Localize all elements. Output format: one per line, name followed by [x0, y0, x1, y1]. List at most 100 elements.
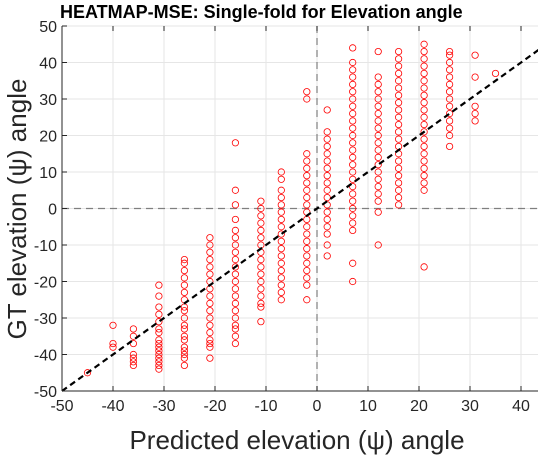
- data-point: [231, 339, 239, 348]
- data-point: [155, 343, 163, 351]
- data-point: [374, 208, 382, 216]
- identity-line: [61, 48, 538, 392]
- data-point: [491, 69, 500, 78]
- data-point: [394, 113, 403, 121]
- data-point: [374, 161, 382, 169]
- data-point: [155, 347, 163, 355]
- data-point: [180, 354, 188, 362]
- data-point: [394, 135, 403, 143]
- data-point: [323, 215, 331, 224]
- data-point: [231, 226, 239, 234]
- data-point: [129, 361, 137, 370]
- data-point: [394, 157, 403, 165]
- data-point: [231, 292, 239, 300]
- data-point: [323, 106, 331, 114]
- data-point: [155, 310, 163, 318]
- y-tick-label: 50: [39, 19, 57, 36]
- data-point: [445, 73, 454, 81]
- y-tick-labels: 50 40 30 20 10 0 -10 -20 -30 -40 -50: [34, 19, 57, 401]
- data-point: [445, 110, 454, 118]
- data-point: [349, 139, 357, 147]
- data-point: [445, 66, 454, 74]
- grid: [61, 25, 538, 392]
- data-point: [257, 303, 265, 311]
- data-point: [420, 179, 428, 187]
- data-point: [277, 245, 285, 253]
- data-point: [155, 354, 163, 362]
- data-point: [180, 303, 188, 311]
- x-tick-label: -30: [152, 398, 175, 415]
- data-point: [445, 117, 454, 125]
- data-point: [257, 226, 265, 234]
- data-point: [206, 314, 214, 322]
- data-point: [155, 339, 163, 348]
- data-point: [349, 95, 357, 103]
- data-point: [155, 281, 163, 289]
- y-tick-label: 40: [39, 56, 57, 73]
- data-point: [420, 84, 428, 92]
- data-point: [155, 336, 163, 344]
- data-point: [420, 263, 428, 271]
- data-point: [109, 343, 117, 351]
- data-point: [257, 270, 265, 278]
- data-point: [129, 354, 137, 362]
- data-point: [257, 212, 265, 220]
- data-point: [277, 296, 285, 304]
- data-point: [349, 66, 357, 74]
- data-point: [303, 186, 311, 194]
- data-point: [180, 281, 188, 289]
- data-point: [231, 332, 239, 340]
- data-point: [420, 113, 428, 121]
- data-point: [374, 139, 382, 147]
- data-point: [420, 172, 428, 180]
- data-point: [231, 201, 239, 209]
- data-point: [257, 219, 265, 227]
- x-tick-label: 30: [461, 398, 479, 415]
- data-point: [231, 248, 239, 256]
- data-point: [180, 288, 188, 297]
- data-point: [394, 62, 403, 70]
- data-point: [349, 117, 357, 125]
- data-point: [349, 259, 357, 267]
- data-point: [349, 161, 357, 169]
- x-tick-label: -50: [50, 398, 73, 415]
- data-point: [257, 197, 265, 205]
- data-point: [129, 350, 137, 359]
- data-point: [349, 124, 357, 132]
- chart-title: HEATMAP-MSE: Single-fold for Elevation a…: [60, 2, 463, 22]
- data-point: [206, 299, 214, 307]
- data-point: [206, 263, 214, 271]
- data-point: [180, 255, 188, 264]
- data-point: [257, 255, 265, 264]
- data-point: [277, 186, 285, 194]
- data-point: [206, 255, 214, 264]
- data-point: [445, 131, 454, 140]
- data-point: [323, 128, 331, 136]
- data-point: [374, 117, 382, 125]
- data-point: [303, 215, 311, 224]
- data-point: [180, 274, 188, 282]
- data-point: [277, 215, 285, 224]
- data-point: [206, 336, 214, 344]
- data-point: [445, 102, 454, 110]
- data-point: [155, 350, 163, 359]
- data-point: [155, 292, 163, 300]
- y-tick-label: -20: [34, 275, 57, 292]
- data-point: [349, 277, 357, 286]
- data-point: [420, 120, 428, 129]
- data-point: [180, 259, 188, 267]
- data-point: [180, 361, 188, 370]
- data-point: [206, 270, 214, 278]
- y-tick-label: 0: [48, 202, 57, 219]
- data-point: [277, 223, 285, 231]
- data-point: [303, 245, 311, 253]
- data-point: [394, 120, 403, 129]
- data-point: [420, 106, 428, 114]
- data-point: [323, 172, 331, 180]
- data-point: [257, 263, 265, 271]
- data-point: [420, 157, 428, 165]
- data-point: [374, 197, 382, 205]
- data-point: [349, 146, 357, 154]
- y-tick-label: 30: [39, 92, 57, 109]
- data-point: [394, 179, 403, 187]
